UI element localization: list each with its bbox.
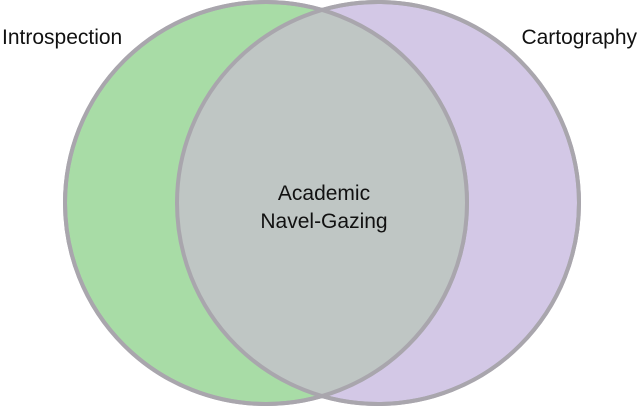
intersection-label-line-1: Academic <box>277 182 371 205</box>
intersection-label-line-2: Navel-Gazing <box>260 210 388 233</box>
intersection-label: Academic Navel-Gazing <box>224 180 424 236</box>
intersection-region <box>177 2 467 404</box>
circle-cartography-outline <box>175 0 581 406</box>
set-label-cartography: Cartography <box>521 26 637 49</box>
set-label-introspection: Introspection <box>2 26 123 49</box>
circle-introspection-outline <box>63 0 469 406</box>
